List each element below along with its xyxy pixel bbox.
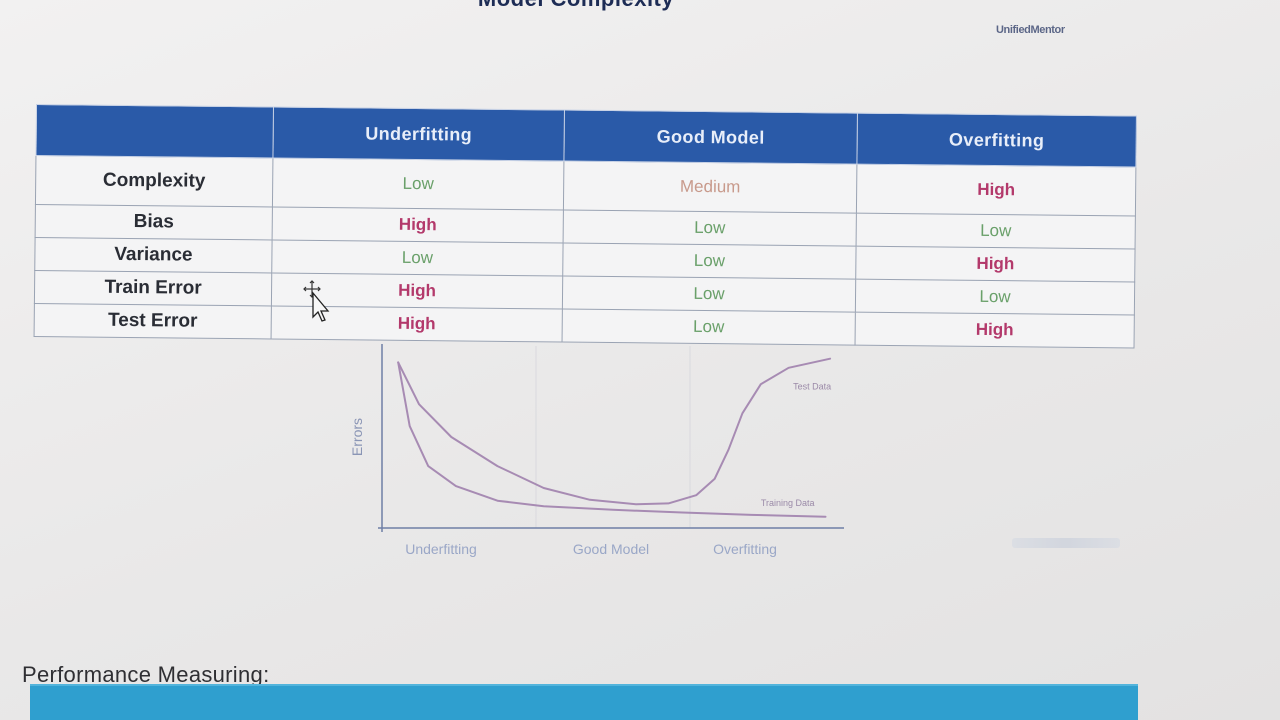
series-line-test-data: [397, 357, 832, 506]
table-cell: Low: [562, 243, 857, 280]
x-region-label: Overfitting: [713, 541, 777, 557]
row-label: Complexity: [35, 155, 273, 207]
table-cell: Medium: [563, 161, 857, 214]
row-label: Train Error: [34, 270, 272, 306]
table-cell: Low: [855, 279, 1135, 316]
accent-bar: [30, 684, 1138, 720]
column-header-good-model: Good Model: [563, 110, 858, 165]
row-label: Variance: [34, 237, 273, 273]
x-region-label: Good Model: [573, 541, 649, 557]
table-cell: High: [856, 164, 1136, 217]
table-cell: High: [855, 312, 1135, 349]
table-cell: Low: [856, 213, 1136, 250]
series-annotation: Test Data: [793, 382, 831, 392]
comparison-table: Underfitting Good Model Overfitting Comp…: [34, 104, 1137, 349]
table-cell: Low: [563, 210, 857, 247]
table-header-corner: [35, 104, 274, 158]
table-cell: High: [272, 206, 564, 244]
column-header-overfitting: Overfitting: [856, 113, 1137, 168]
y-axis-label: Errors: [349, 418, 365, 456]
table-cell: Low: [271, 239, 564, 277]
row-label: Test Error: [34, 303, 272, 339]
section-heading: Performance Measuring:: [22, 662, 270, 687]
column-header-underfitting: Underfitting: [272, 106, 565, 162]
table-cell: High: [855, 246, 1136, 283]
slide-title: Model Complexity: [0, 0, 1152, 12]
error-complexity-chart: Errors Underfitting Good Model Overfitting T…: [336, 336, 856, 568]
faint-watermark-logo: [1012, 538, 1120, 548]
table-cell: Low: [562, 276, 856, 313]
chart-svg: Errors Underfitting Good Model Overfitting T…: [349, 344, 844, 557]
move-cursor-icon: [303, 280, 330, 322]
brand-logo: UnifiedMentor: [996, 24, 1065, 36]
series-annotation: Training Data: [761, 498, 815, 508]
table-cell: Low: [272, 157, 564, 211]
row-label: Bias: [35, 204, 273, 240]
series-line-training-data: [397, 361, 827, 518]
x-region-label: Underfitting: [405, 541, 477, 557]
